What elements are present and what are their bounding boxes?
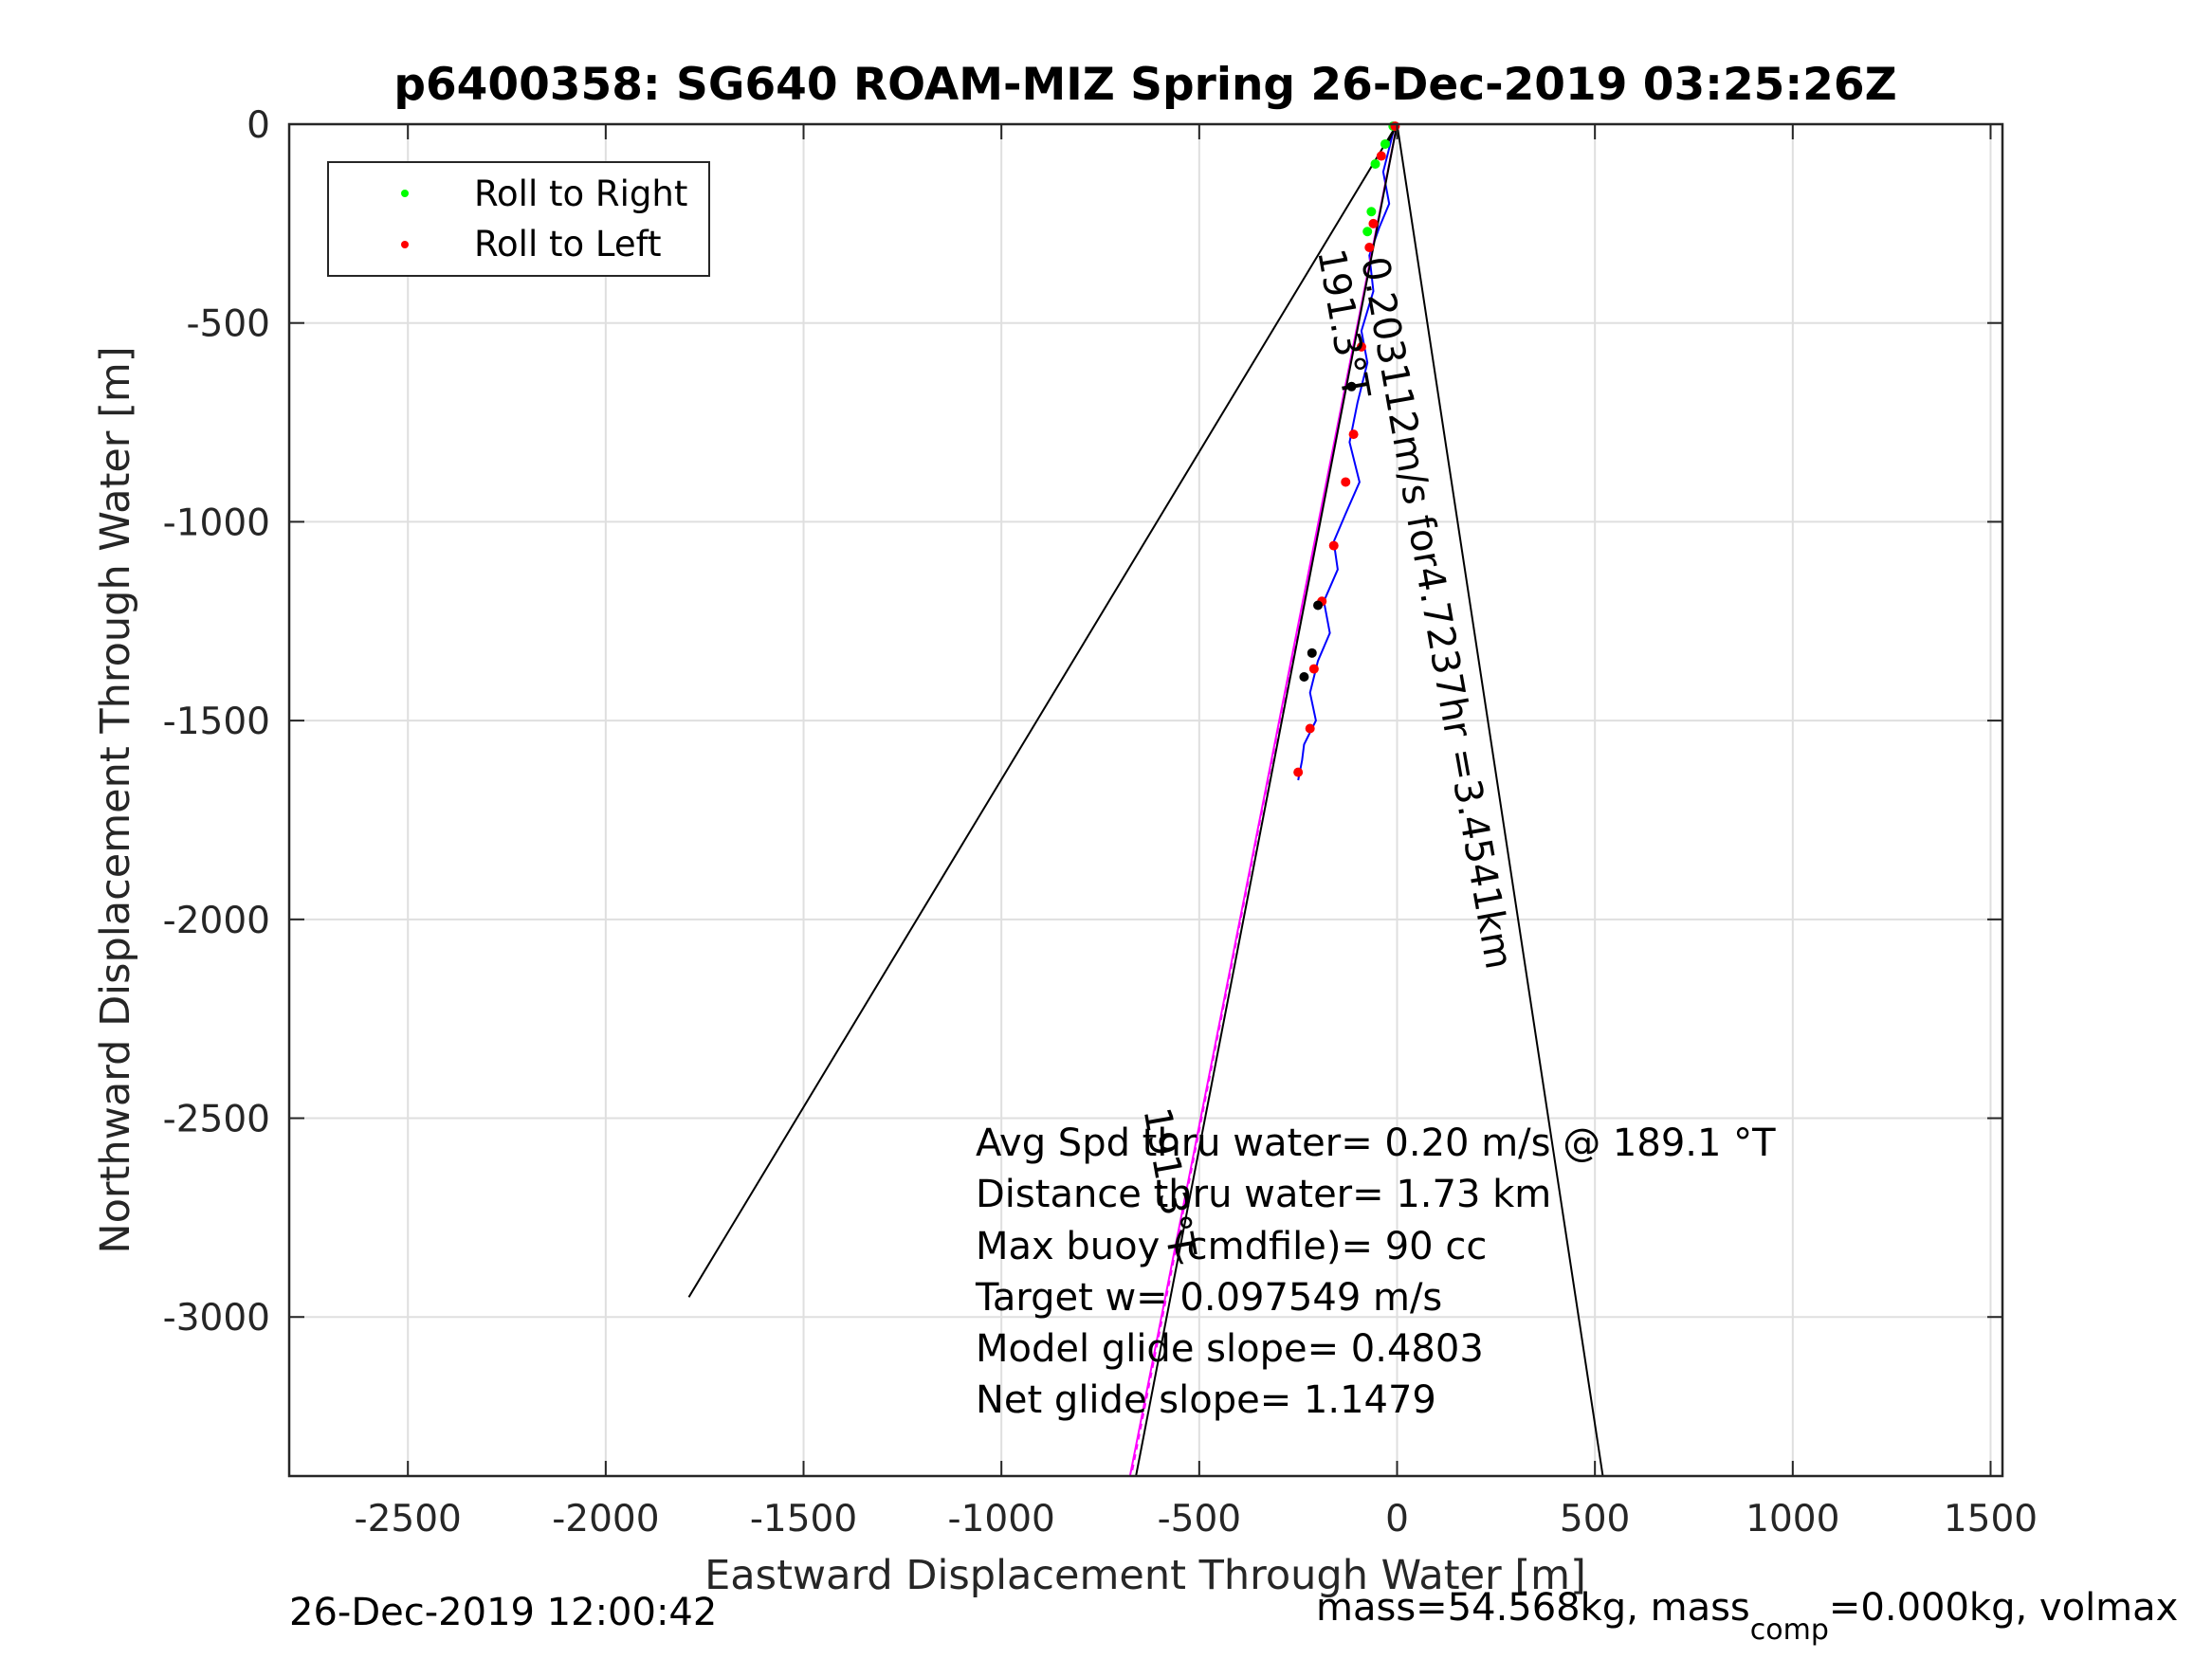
plot-frame (287, 122, 2004, 1478)
series-layer (687, 123, 1604, 1477)
legend-label-roll-left: Roll to Left (474, 224, 662, 264)
point-roll-right (1366, 207, 1377, 217)
y-tick-label: -2000 (163, 900, 270, 942)
points-layer (1293, 121, 1400, 777)
x-tick-label: 1500 (1944, 1498, 2038, 1540)
x-tick-label: -1000 (948, 1498, 1055, 1540)
legend-box (327, 161, 710, 277)
point-roll-left (1376, 151, 1386, 161)
chart-title: p6400358: SG640 ROAM-MIZ Spring 26-Dec-2… (393, 59, 1896, 111)
stat-target-w: Target w= 0.097549 m/s (975, 1276, 1442, 1320)
series-line-envelope-left (687, 123, 1398, 1298)
point-roll-left (1341, 477, 1351, 487)
stat-avg-speed: Avg Spd thru water= 0.20 m/s @ 189.1 °T (976, 1121, 1776, 1165)
footer-mass-main: mass=54.568kg, mass (1316, 1586, 1750, 1630)
point-roll-left (1390, 121, 1400, 132)
y-axis-label: Northward Displacement Through Water [m] (92, 346, 139, 1253)
point-roll-left (1293, 767, 1304, 777)
legend-marker-roll-left (401, 241, 409, 248)
x-tick-label: -2500 (355, 1498, 462, 1540)
x-tick-label: 1000 (1746, 1498, 1839, 1540)
series-line-envelope-right (1396, 123, 1604, 1477)
point-marker (1307, 647, 1317, 658)
footer-timestamp: 26-Dec-2019 12:00:42 (289, 1591, 717, 1634)
point-roll-left (1356, 341, 1366, 352)
point-marker (1346, 381, 1357, 392)
x-tick-label: -500 (1158, 1498, 1242, 1540)
legend-marker-roll-right (401, 190, 409, 197)
y-tick-label: 0 (247, 104, 270, 147)
series-line-current-line (1135, 123, 1398, 1477)
y-axis-ticks: 0 -500 -1000 -1500 -2000 -2500 -3000 (163, 104, 2002, 1340)
x-tick-label: 0 (1385, 1498, 1409, 1540)
point-roll-left (1308, 664, 1319, 674)
legend-label-roll-right: Roll to Right (474, 173, 687, 214)
point-marker (1313, 600, 1324, 611)
footer-mass-sub: comp (1750, 1613, 1829, 1647)
x-tick-label: -2000 (552, 1498, 659, 1540)
point-roll-right (1370, 158, 1380, 169)
y-tick-label: -1500 (163, 701, 270, 743)
point-roll-left (1348, 429, 1359, 440)
stat-distance: Distance thru water= 1.73 km (976, 1173, 1551, 1216)
y-tick-label: -2500 (163, 1099, 270, 1141)
point-marker (1299, 671, 1309, 682)
point-roll-left (1364, 243, 1375, 253)
stats-block: Avg Spd thru water= 0.20 m/s @ 189.1 °T … (975, 1121, 1776, 1422)
y-tick-label: -500 (186, 303, 270, 346)
y-tick-label: -3000 (163, 1297, 270, 1340)
point-roll-left (1328, 540, 1339, 551)
footer-mass-tail: =0.000kg, volmax (1829, 1586, 2178, 1630)
series-line-track (1297, 123, 1397, 781)
x-tick-label: -1500 (750, 1498, 857, 1540)
legend: Roll to Right Roll to Left (327, 161, 710, 277)
point-roll-right (1380, 138, 1390, 149)
x-tick-label: 500 (1560, 1498, 1630, 1540)
stat-max-buoy: Max buoy (cmdfile)= 90 cc (976, 1225, 1487, 1268)
point-roll-left (1305, 723, 1315, 734)
point-roll-right (1362, 227, 1373, 237)
x-axis-ticks: -2500 -2000 -1500 -1000 -500 0 500 1000 1500 (355, 124, 2038, 1540)
y-tick-label: -1000 (163, 501, 270, 544)
point-roll-left (1368, 218, 1379, 228)
stat-model-glide: Model glide slope= 0.4803 (976, 1327, 1484, 1371)
stat-net-glide: Net glide slope= 1.1479 (976, 1378, 1436, 1422)
x-axis-label: Eastward Displacement Through Water [m] (704, 1552, 1586, 1599)
footer-mass-info: mass=54.568kg, masscomp=0.000kg, volmax (1316, 1586, 2178, 1647)
